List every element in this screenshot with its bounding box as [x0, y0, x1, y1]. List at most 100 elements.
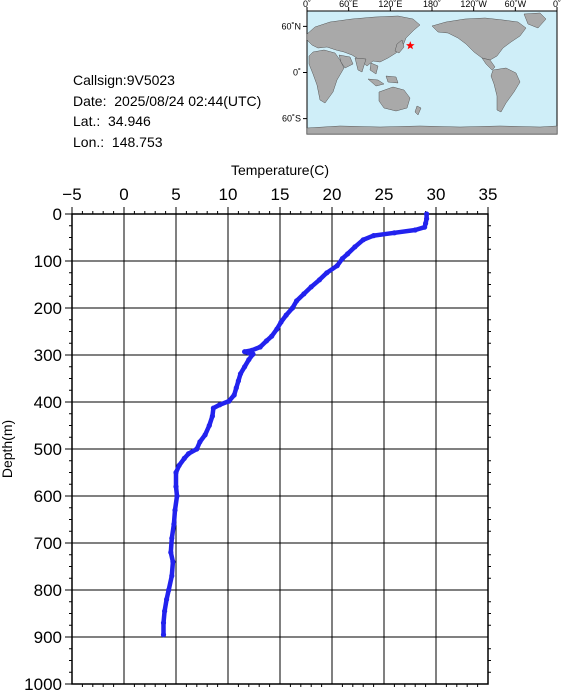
y-axis-title: Depth(m) — [0, 420, 15, 478]
data-point — [209, 413, 215, 419]
map-lon-label: 60˚W — [505, 0, 527, 9]
y-tick-label: 600 — [34, 487, 62, 506]
x-tick-label: 30 — [427, 185, 446, 204]
data-point — [202, 432, 208, 438]
map-axes: 0˚ 60˚E 120˚E 180˚ 120˚W 60˚W 0˚ 60˚N 0˚ 60˚S — [281, 0, 561, 124]
map-lon-label: 0˚ — [553, 0, 561, 9]
data-point — [176, 462, 182, 469]
data-point — [174, 493, 180, 499]
data-point — [171, 521, 177, 527]
y-tick-label: 900 — [34, 628, 62, 647]
map-lon-label: 0˚ — [303, 0, 311, 9]
data-point — [235, 378, 241, 384]
data-point — [371, 233, 377, 239]
y-tick-label: 200 — [34, 299, 62, 318]
x-tick-labels: −5 0 5 10 15 20 25 30 35 — [62, 185, 497, 204]
data-point — [217, 402, 223, 408]
longitude-text: Lon.: 148.753 — [73, 133, 163, 150]
y-tick-labels: 0 100 200 300 400 500 600 700 800 900 1000 — [24, 205, 62, 690]
map-lon-label: 180˚ — [423, 0, 441, 9]
x-tick-label: 5 — [171, 185, 180, 204]
data-point — [257, 344, 263, 350]
chart-ticks — [65, 207, 491, 687]
data-point — [231, 392, 237, 398]
data-point — [173, 469, 179, 476]
data-point — [160, 632, 167, 638]
chart-series — [160, 211, 430, 638]
station-marker-star — [406, 41, 415, 50]
data-point — [237, 371, 244, 377]
x-tick-label: 25 — [375, 185, 394, 204]
data-point — [173, 484, 179, 490]
data-point — [308, 284, 314, 290]
y-tick-label: 300 — [34, 346, 62, 365]
data-point — [283, 312, 289, 318]
date-text: Date: 2025/08/24 02:44(UTC) — [73, 92, 262, 109]
data-point — [233, 385, 239, 391]
y-tick-label: 0 — [53, 205, 62, 224]
y-tick-label: 1000 — [24, 675, 62, 690]
data-point — [197, 439, 203, 445]
x-tick-label: −5 — [62, 185, 81, 204]
data-point — [210, 405, 216, 411]
data-point — [160, 620, 167, 626]
data-point — [339, 256, 345, 262]
y-tick-label: 700 — [34, 534, 62, 553]
x-tick-label: 0 — [119, 185, 128, 204]
data-point — [301, 291, 307, 297]
x-tick-label: 20 — [323, 185, 342, 204]
data-point — [274, 326, 280, 332]
data-point — [422, 224, 428, 230]
data-point — [185, 451, 192, 457]
data-point — [242, 349, 248, 355]
data-point — [169, 573, 175, 579]
x-tick-label: 10 — [219, 185, 238, 204]
data-point — [324, 270, 330, 276]
data-point — [246, 357, 252, 363]
data-point — [226, 398, 232, 404]
data-point — [412, 227, 418, 233]
data-point — [289, 305, 296, 311]
data-point — [424, 216, 430, 222]
world-map: 0˚ 60˚E 120˚E 180˚ 120˚W 60˚W 0˚ 60˚N 0˚ 60˚S — [281, 0, 561, 135]
station-info: Callsign:9V5023 Date: 2025/08/24 02:44(U… — [73, 70, 261, 152]
data-point — [294, 298, 300, 304]
y-tick-label: 100 — [34, 252, 62, 271]
data-point — [242, 364, 248, 370]
temperature-depth-chart: −5 0 5 10 15 20 25 30 35 01002003004005006007008… — [0, 162, 497, 690]
data-point — [206, 422, 212, 429]
data-point — [360, 237, 366, 243]
data-point — [164, 596, 170, 603]
data-point — [170, 559, 176, 565]
x-tick-label: 35 — [479, 185, 498, 204]
data-point — [352, 244, 358, 250]
y-tick-label: 800 — [34, 581, 62, 600]
data-point — [334, 263, 340, 269]
temperature-profile-line — [161, 211, 429, 637]
data-point — [424, 211, 430, 217]
latitude-text: Lat.: 34.946 — [73, 113, 151, 129]
map-lon-label: 60˚E — [339, 0, 358, 9]
map-lat-label: 60˚N — [281, 21, 301, 31]
y-tick-label: 500 — [34, 440, 62, 459]
x-tick-label: 15 — [271, 185, 290, 204]
chart-grid — [72, 214, 488, 684]
x-axis-title: Temperature(C) — [231, 162, 329, 178]
data-point — [181, 455, 187, 461]
data-point — [391, 230, 397, 236]
callsign-text: Callsign:9V5023 — [73, 72, 175, 88]
data-point — [278, 319, 284, 325]
data-point — [168, 549, 174, 556]
map-lon-label: 120˚W — [460, 0, 487, 9]
map-lat-label: 0˚ — [293, 68, 301, 78]
map-lat-label: 60˚S — [282, 114, 301, 124]
data-point — [269, 333, 275, 339]
data-point — [172, 507, 178, 513]
data-point — [169, 535, 175, 541]
data-point — [263, 338, 270, 344]
data-point — [194, 446, 200, 452]
data-point — [345, 251, 351, 257]
data-point — [316, 277, 323, 283]
data-point — [250, 351, 256, 357]
